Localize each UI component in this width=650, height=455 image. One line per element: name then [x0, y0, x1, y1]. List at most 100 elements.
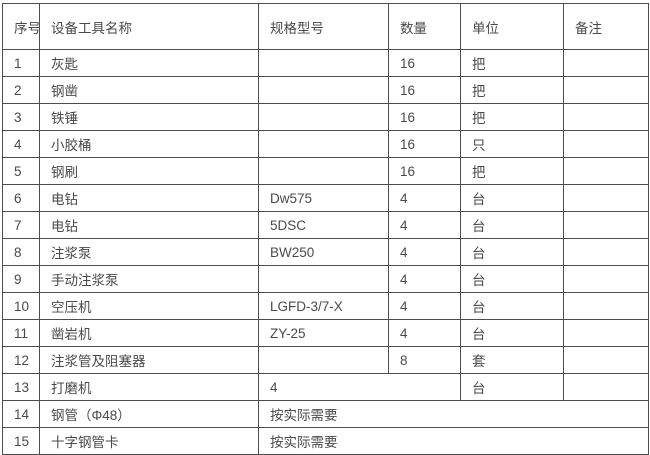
table-cell: [258, 76, 389, 104]
table-row: 13 打磨机 4 台: [2, 373, 649, 401]
table-cell: 空压机: [39, 292, 259, 320]
header-cell-spec: 规格型号: [258, 3, 389, 50]
table-row: 10 空压机 LGFD-3/7-X 4 台: [2, 292, 649, 320]
table-cell: 把: [460, 157, 564, 185]
table-cell: Dw575: [258, 184, 389, 212]
table-cell: 电钻: [39, 211, 259, 239]
table-row: 11 凿岩机 ZY-25 4 台: [2, 319, 649, 347]
table-row: 2 钢凿 16 把: [2, 76, 649, 104]
table-cell: [563, 184, 649, 212]
table-cell: 小胶桶: [39, 130, 259, 158]
table-cell: 7: [2, 211, 40, 239]
table-cell: [563, 76, 649, 104]
table-cell: [563, 319, 649, 347]
table-cell: 2: [2, 76, 40, 104]
table-row: 1 灰匙 16 把: [2, 49, 649, 77]
table-cell: 台: [460, 211, 564, 239]
table-row: 12 注浆管及阻塞器 8 套: [2, 346, 649, 374]
table-cell: 按实际需要: [258, 427, 649, 455]
table-cell: 4: [388, 184, 461, 212]
table-cell: 14: [2, 400, 40, 428]
table-cell: 8: [2, 238, 40, 266]
table-cell: 5: [2, 157, 40, 185]
table-cell: [563, 346, 649, 374]
table-cell: 10: [2, 292, 40, 320]
table-row: 3 铁锤 16 把: [2, 103, 649, 131]
table-cell: 1: [2, 49, 40, 77]
table-cell: 把: [460, 49, 564, 77]
table-cell: [563, 211, 649, 239]
table-cell: [563, 265, 649, 293]
table-cell: [258, 49, 389, 77]
table-cell: 16: [388, 49, 461, 77]
table-cell: 4: [258, 373, 461, 401]
table-cell: LGFD-3/7-X: [258, 292, 389, 320]
header-cell-name: 设备工具名称: [39, 3, 259, 50]
table-cell: 16: [388, 157, 461, 185]
table-row: 4 小胶桶 16 只: [2, 130, 649, 158]
table-cell: 注浆泵: [39, 238, 259, 266]
table-cell: 3: [2, 103, 40, 131]
table-cell: 手动注浆泵: [39, 265, 259, 293]
table-cell: [563, 292, 649, 320]
table-cell: 12: [2, 346, 40, 374]
table-cell: 铁锤: [39, 103, 259, 131]
table-cell: [563, 373, 649, 401]
table-cell: 6: [2, 184, 40, 212]
table-cell: 4: [388, 211, 461, 239]
table-cell: [258, 157, 389, 185]
header-cell-unit: 单位: [460, 3, 564, 50]
table-cell: 把: [460, 103, 564, 131]
table-cell: 台: [460, 373, 564, 401]
table-cell: [258, 346, 389, 374]
header-row: 序号 设备工具名称 规格型号 数量 单位 备注: [2, 3, 649, 50]
table-cell: 钢凿: [39, 76, 259, 104]
table-cell: 把: [460, 76, 564, 104]
table-cell: 套: [460, 346, 564, 374]
table-cell: 钢刷: [39, 157, 259, 185]
table-cell: 4: [388, 319, 461, 347]
header-cell-remark: 备注: [563, 3, 649, 50]
table-cell: 台: [460, 265, 564, 293]
table-cell: 台: [460, 184, 564, 212]
table-cell: [563, 130, 649, 158]
table-row: 7 电钻 5DSC 4 台: [2, 211, 649, 239]
table-cell: 台: [460, 292, 564, 320]
equipment-tools-table: 序号 设备工具名称 规格型号 数量 单位 备注 1 灰匙 16 把 2 钢凿 16 把 3 铁锤 1…: [2, 3, 649, 455]
table-cell: [563, 238, 649, 266]
table-cell: 只: [460, 130, 564, 158]
table-cell: 15: [2, 427, 40, 455]
table-cell: 13: [2, 373, 40, 401]
table-body: 1 灰匙 16 把 2 钢凿 16 把 3 铁锤 16 把 4 小胶桶 16 只 5 钢刷 16 把 6 电钻 Dw575 4…: [2, 49, 649, 455]
table-cell: 台: [460, 319, 564, 347]
table-cell: 打磨机: [39, 373, 259, 401]
table-cell: 灰匙: [39, 49, 259, 77]
table-cell: 电钻: [39, 184, 259, 212]
table-cell: 4: [388, 292, 461, 320]
table-cell: 16: [388, 103, 461, 131]
header-cell-quantity: 数量: [388, 3, 461, 50]
table-cell: 4: [2, 130, 40, 158]
table-cell: [258, 265, 389, 293]
table-cell: 十字钢管卡: [39, 427, 259, 455]
table-cell: [258, 130, 389, 158]
table-cell: [258, 103, 389, 131]
table-row: 8 注浆泵 BW250 4 台: [2, 238, 649, 266]
table-cell: 5DSC: [258, 211, 389, 239]
table-row: 14 钢管（Φ48） 按实际需要: [2, 400, 649, 428]
table-cell: 11: [2, 319, 40, 347]
table-row: 15 十字钢管卡 按实际需要: [2, 427, 649, 455]
header-cell-index: 序号: [2, 3, 40, 50]
table-cell: 8: [388, 346, 461, 374]
table-cell: 4: [388, 265, 461, 293]
table-cell: 凿岩机: [39, 319, 259, 347]
table-cell: [563, 157, 649, 185]
table-cell: 按实际需要: [258, 400, 649, 428]
table-row: 5 钢刷 16 把: [2, 157, 649, 185]
table-cell: 台: [460, 238, 564, 266]
table-cell: [563, 49, 649, 77]
table-cell: 钢管（Φ48）: [39, 400, 259, 428]
table-cell: BW250: [258, 238, 389, 266]
table-cell: [563, 103, 649, 131]
